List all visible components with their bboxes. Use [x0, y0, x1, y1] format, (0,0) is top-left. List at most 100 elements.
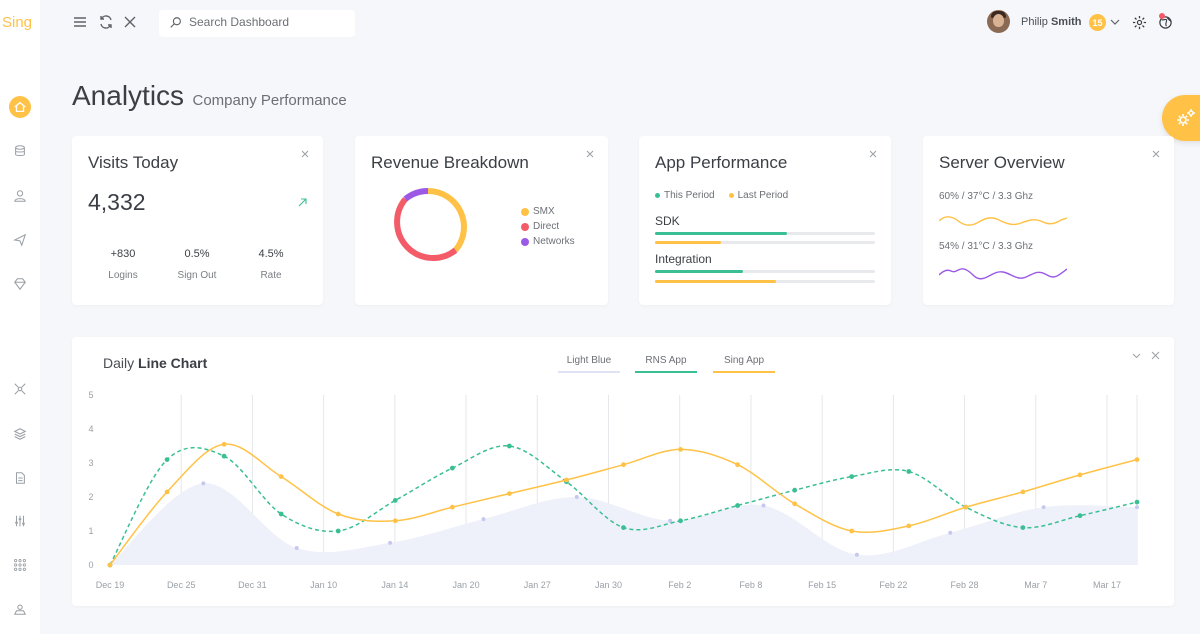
close-icon[interactable] — [586, 150, 594, 158]
database-icon[interactable] — [8, 139, 32, 163]
chevron-down-icon[interactable] — [1110, 18, 1120, 26]
chart-tools — [1132, 351, 1160, 360]
trend-up-icon — [298, 198, 307, 207]
x-tick-label: Feb 8 — [739, 580, 762, 590]
progress-integration-last — [655, 280, 776, 283]
globe-notification-dot — [1159, 13, 1165, 19]
notification-badge[interactable]: 15 — [1089, 14, 1106, 31]
progress-track — [655, 241, 875, 244]
data-point — [221, 453, 227, 459]
server-overview-card: Server Overview 60% / 37°C / 3.3 Ghz 54%… — [923, 136, 1174, 305]
data-point — [294, 546, 299, 550]
data-point — [1134, 499, 1140, 505]
close-icon[interactable] — [869, 150, 877, 158]
theme-settings-button[interactable] — [1162, 95, 1200, 141]
data-point — [849, 474, 855, 479]
legend-smx: SMX — [521, 206, 555, 217]
data-point — [1041, 505, 1046, 510]
donut-slice-direct — [394, 197, 458, 261]
document-icon[interactable] — [8, 466, 32, 490]
data-point — [392, 498, 398, 503]
data-point — [564, 477, 569, 483]
diamond-icon[interactable] — [8, 272, 32, 296]
user-last-name: Smith — [1050, 16, 1082, 28]
chart-card-title: Daily Line Chart — [103, 355, 207, 371]
close-icon[interactable] — [122, 14, 138, 30]
grid-icon[interactable] — [8, 553, 32, 577]
layers-icon[interactable] — [8, 422, 32, 446]
close-icon[interactable] — [1152, 150, 1160, 158]
app-performance-card: App Performance This Period Last Period … — [639, 136, 891, 305]
close-icon[interactable] — [1151, 351, 1160, 360]
app-logo[interactable]: Sing — [2, 14, 33, 31]
progress-track — [655, 270, 875, 273]
server-title: Server Overview — [939, 153, 1065, 172]
data-point — [792, 487, 798, 493]
legend-label: SMX — [533, 206, 555, 217]
sidebar: Sing — [0, 0, 40, 634]
data-point — [735, 503, 741, 508]
gear-icon[interactable] — [1132, 15, 1147, 30]
data-point — [621, 462, 626, 468]
data-point — [107, 562, 113, 568]
search-box — [159, 10, 355, 37]
user-name[interactable]: Philip Smith — [1021, 16, 1082, 28]
progress-track — [655, 280, 875, 283]
chevron-down-icon[interactable] — [1132, 351, 1141, 360]
search-input[interactable] — [189, 15, 349, 29]
x-tick-label: Dec 25 — [167, 580, 196, 590]
visits-card: Visits Today 4,332 +830 Logins 0.5% Sign… — [72, 136, 323, 305]
close-icon[interactable] — [301, 150, 309, 158]
data-point — [392, 518, 398, 524]
y-tick-label: 1 — [88, 526, 93, 536]
avatar[interactable] — [987, 10, 1010, 33]
network-icon[interactable] — [8, 377, 32, 401]
data-point — [1135, 505, 1139, 510]
user-icon[interactable] — [8, 184, 32, 208]
sliders-icon[interactable] — [8, 509, 32, 533]
revenue-title: Revenue Breakdown — [371, 153, 529, 172]
x-tick-label: Feb 15 — [808, 580, 836, 590]
tab-sing-app[interactable]: Sing App — [713, 355, 775, 373]
data-point — [506, 491, 512, 496]
tab-light-blue[interactable]: Light Blue — [558, 355, 620, 373]
progress-integration-this — [655, 270, 743, 273]
series-light-blue-area — [110, 483, 1137, 565]
legend-dot — [521, 222, 529, 231]
globe-icon[interactable] — [1158, 15, 1173, 30]
menu-icon[interactable] — [72, 14, 88, 30]
send-icon[interactable] — [8, 228, 32, 252]
user-menu[interactable]: Philip Smith 15 — [970, 8, 1200, 38]
data-point — [678, 447, 683, 452]
visits-value: 4,332 — [88, 189, 146, 215]
data-point — [963, 504, 969, 510]
home-icon[interactable] — [9, 96, 31, 118]
y-tick-label: 5 — [88, 390, 93, 400]
perf-legend: This Period Last Period — [655, 190, 788, 201]
data-point — [906, 469, 912, 474]
profile-card-icon[interactable] — [8, 597, 32, 621]
legend-last-period: Last Period — [737, 190, 789, 201]
server-sparkline-2 — [939, 268, 1067, 280]
progress-track — [655, 232, 875, 235]
revenue-card: Revenue Breakdown SMX Direct Networks — [355, 136, 608, 305]
legend-dot — [521, 207, 529, 216]
data-point — [574, 495, 579, 499]
series-rns-app-line — [109, 445, 1138, 566]
refresh-icon[interactable] — [98, 14, 114, 30]
data-point — [221, 441, 227, 447]
legend-this-period: This Period — [664, 190, 715, 201]
data-point — [278, 511, 284, 517]
data-point — [506, 443, 512, 449]
user-first-name: Philip — [1021, 16, 1048, 28]
y-tick-label: 3 — [88, 458, 93, 468]
data-point — [906, 523, 912, 529]
legend-label: Networks — [533, 236, 575, 247]
data-point — [1020, 525, 1026, 530]
y-tick-label: 2 — [88, 492, 93, 502]
tab-rns-app[interactable]: RNS App — [635, 355, 697, 373]
x-tick-label: Dec 31 — [238, 580, 267, 590]
page-title-main: Analytics — [72, 80, 185, 111]
x-tick-label: Mar 7 — [1024, 580, 1047, 590]
data-point — [849, 528, 855, 534]
